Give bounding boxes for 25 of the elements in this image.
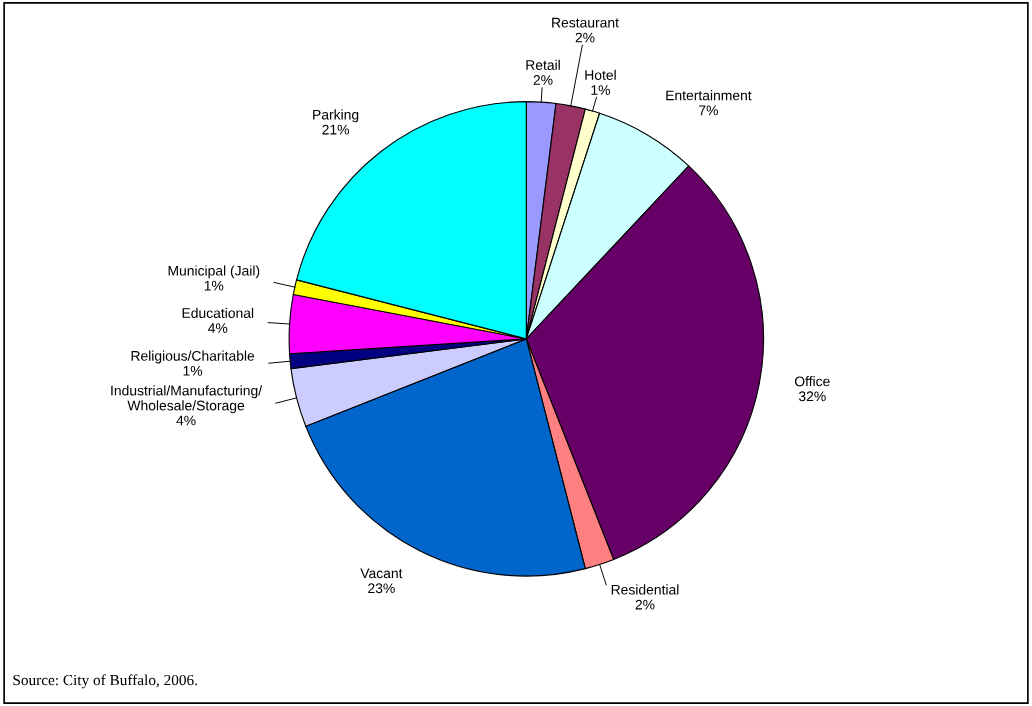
data-label: 4% (208, 323, 228, 333)
data-label: 4% (176, 415, 196, 426)
slice-label: Vacant (360, 568, 403, 579)
data-label: 23% (368, 583, 395, 594)
slice-label: Retail (526, 59, 560, 70)
slice-label: Office (794, 376, 830, 387)
slice-label: Residential (611, 584, 679, 595)
source-note: Source: City of Buffalo, 2006. (13, 674, 197, 689)
slice-label: Parking (313, 109, 359, 123)
slice-label: Industrial/Manufacturing/ Wholesale/Storage (111, 385, 263, 414)
slice-label: Educational (182, 307, 254, 318)
data-label: 1% (204, 280, 224, 291)
slice-label: Municipal (Jail) (168, 265, 260, 279)
slice-label: Hotel (585, 69, 616, 80)
data-label: 1% (591, 85, 610, 95)
data-label: 2% (575, 32, 595, 43)
slice-label: Religious/Charitable (131, 350, 255, 364)
data-label: 21% (322, 124, 349, 135)
data-label: 7% (699, 105, 718, 116)
data-label: 2% (635, 599, 655, 610)
slice-label: Restaurant (552, 17, 619, 28)
slice-label: Entertainment (666, 90, 752, 101)
data-label: 1% (183, 365, 203, 376)
data-label: 32% (798, 391, 826, 402)
data-label: 2% (533, 75, 553, 85)
